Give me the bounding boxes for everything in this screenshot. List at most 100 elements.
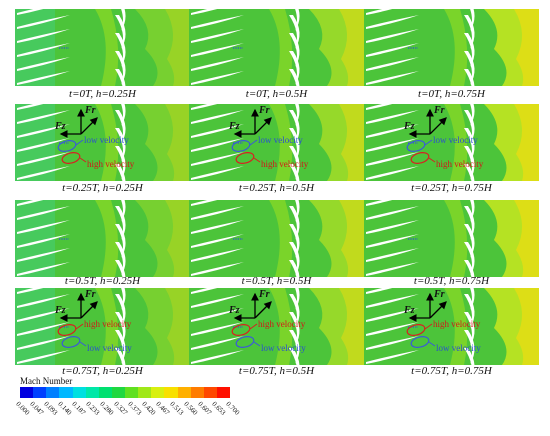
stator-blade [289,69,300,86]
rotor-blade [366,29,419,43]
low-mach-region [15,104,55,181]
mid-mach-region [269,200,293,277]
panel-caption: t=0.75T, h=0.5H [238,365,315,377]
stator-blade [289,260,300,277]
rotor-blade [191,71,244,85]
contour-panel [189,9,364,86]
high-velocity-ellipse [61,152,81,164]
legend-tick-label: 0.653 [210,400,228,417]
contour-panel: Fz Fr low velocity high velocity [189,104,364,181]
rotor-blade [191,57,244,71]
panel-caption: t=0.25T, h=0.25H [62,182,143,194]
stator-blade [295,288,300,310]
rotor-blade [366,110,419,124]
fr-label: Fr [85,289,96,300]
low-velocity-label: low velocity [84,135,129,145]
flow-field [364,9,539,86]
legend-swatch [20,387,34,398]
legend-tick-label: 0.093 [42,400,60,417]
force-axes [231,292,272,348]
flow-field [15,200,190,277]
fz-label: Fz [229,305,240,316]
flow-field [15,104,190,181]
peak-mach-region [514,288,539,365]
legend-tick-label: 0.233 [84,400,102,417]
high-velocity-ellipse [231,324,251,336]
mid-mach-region [95,288,119,365]
contour-panel [15,200,190,277]
fz-label: Fz [404,121,415,132]
peak-mach-region [339,104,364,181]
rotor-blade [366,234,419,248]
peak-mach-region [339,200,364,277]
peak-mach-region [339,288,364,365]
legend-tick-label: 0.420 [140,400,158,417]
legend-tick-label: 0.047 [28,400,46,417]
rotor-blade [17,336,70,350]
flow-field [189,288,364,365]
high-mach-region [309,104,364,181]
flow-arrow [80,301,98,319]
panel-caption: t=0T, h=0.25H [69,88,136,100]
leader-line [424,323,433,330]
rotor-blade [191,248,244,262]
panel-caption: t=0.75T, h=0.25H [62,365,143,377]
leader-line [428,341,436,347]
rotor-blade [366,220,419,234]
legend-swatch [85,387,99,398]
rotor-blade [17,166,70,180]
rotor-blade [191,220,244,234]
flow-field [364,288,539,365]
flow-arrow [429,301,447,319]
stator-blade [115,164,126,181]
rotor-blade [191,336,244,350]
rotor-blade [17,206,70,220]
low-velocity-ellipse [57,140,77,152]
flow-field [15,9,190,86]
peak-mach-region [514,104,539,181]
rotor-blade [17,9,44,15]
flow-arrow [80,117,98,135]
rotor-blade [366,57,419,71]
high-velocity-label: high velocity [258,319,306,329]
panel-caption: t=0T, h=0.5H [245,88,308,100]
high-mach-region [135,9,190,86]
fr-label: Fr [259,105,270,116]
flow-arrow [254,301,272,319]
flow-field [364,104,539,181]
legend-tick-label: 0.467 [154,400,172,417]
stator-blade [289,348,300,365]
fz-label: Fz [404,305,415,316]
high-velocity-ellipse [235,152,255,164]
stator-blade [121,9,126,31]
low-velocity-label: low velocity [258,135,303,145]
stator-blade [121,200,126,222]
rotor-blade [366,9,393,15]
high-mach-region [135,200,190,277]
contour-panel: Fz Fr low velocity high velocity [364,104,539,181]
stator-blade [464,260,475,277]
peak-mach-region [165,200,190,277]
high-mach-region [309,288,364,365]
stator-blade [470,288,475,310]
fr-label: Fr [434,289,445,300]
legend-tick-label: 0.140 [56,400,74,417]
contour-panel [189,200,364,277]
mid-mach-region [444,288,468,365]
rotor-blade [191,15,244,29]
flow-field [189,200,364,277]
panel-caption: t=0.75T, h=0.75H [411,365,492,377]
contour-panel: Fz Fr high velocity low velocity [364,288,539,365]
rotor-blade [366,248,419,262]
mid-mach-region [269,9,293,86]
peak-mach-region [339,9,364,86]
fr-label: Fr [85,105,96,116]
rotor-blade [17,124,70,138]
stator-blade [295,104,300,126]
leader-line [75,323,84,330]
low-mach-region [15,288,55,365]
rotor-blade [366,15,419,29]
high-velocity-label: high velocity [436,159,484,169]
panel-caption: t=0T, h=0.75H [418,88,485,100]
rotor-blade [191,322,244,336]
